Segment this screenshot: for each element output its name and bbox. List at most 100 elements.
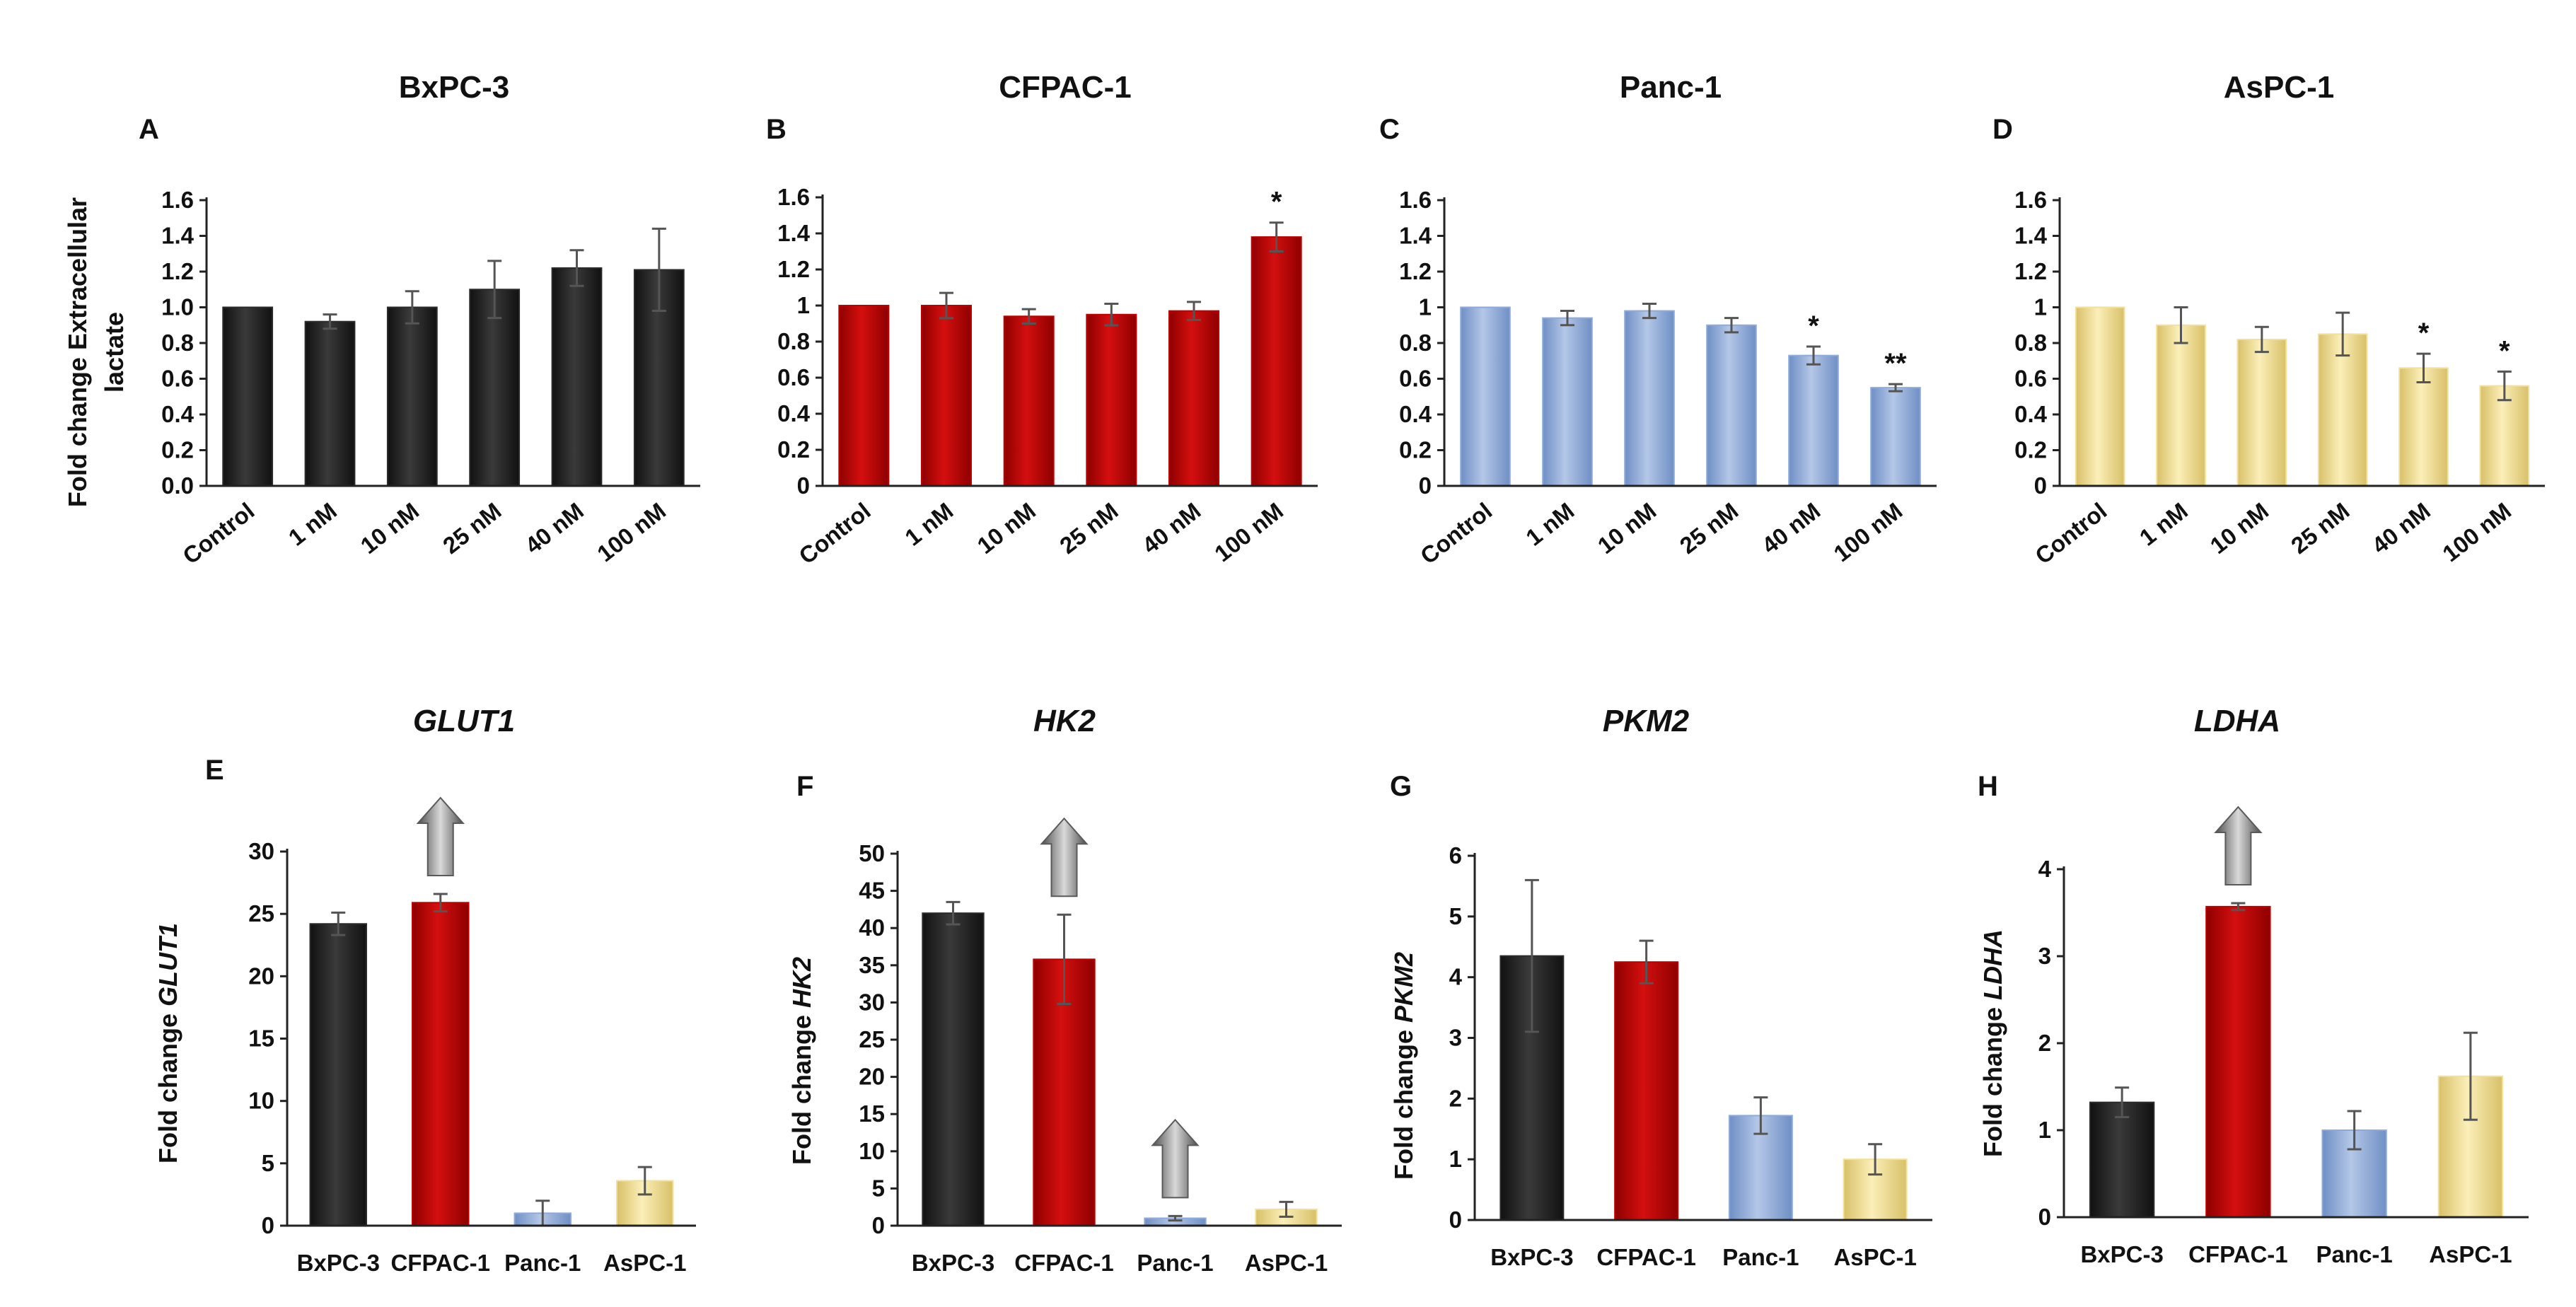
bar-D-2 [2236, 338, 2287, 487]
y-axis-label-G-gene: PKM2 [1389, 952, 1418, 1023]
x-tick-label-D: Control [2030, 497, 2111, 569]
panel-title-G: PKM2 [1603, 704, 1690, 738]
y-tick-label-F: 25 [859, 1026, 885, 1052]
y-tick-label-E: 10 [248, 1088, 274, 1114]
y-tick-label-C: 0.2 [1399, 437, 1432, 463]
y-tick-label-G: 0 [1449, 1207, 1462, 1233]
x-tick-label-C: 25 nM [1675, 497, 1743, 559]
y-tick-label-B: 0.4 [777, 400, 811, 426]
panel-title-C: Panc-1 [1620, 70, 1722, 105]
panel-letter-G: G [1390, 771, 1412, 802]
panel-A: A BxPC-3 0.0 0.2 0.4 0.6 0.8 1.0 1.2 1.4 1.6 Con… [63, 70, 700, 569]
bar-C-3 [1706, 324, 1757, 487]
x-tick-label-A: Control [178, 497, 259, 569]
y-tick-label-F: 0 [872, 1212, 885, 1238]
y-tick-label-C: 0.8 [1399, 330, 1432, 356]
y-tick-label-D: 0.8 [2014, 330, 2047, 356]
x-tick-label-C: 1 nM [1521, 497, 1579, 550]
bar-G-1 [1614, 961, 1679, 1221]
panel-letter-E: E [205, 755, 224, 786]
y-tick-label-D: 1 [2034, 294, 2047, 320]
y-tick-label-A: 1.2 [161, 258, 194, 284]
y-tick-label-D: 0.6 [2014, 366, 2047, 392]
y-tick-label-A: 1.4 [161, 223, 195, 249]
y-axis-label-A-line2: lactate [100, 312, 129, 393]
panel-D: D AsPC-1 00.20.40.60.811.21.41.6 ** Cont… [1992, 70, 2545, 569]
y-tick-label-E: 30 [248, 838, 274, 864]
y-axis-label-A-line1: Fold change Extracellular [63, 197, 92, 507]
bar-E-1 [412, 902, 470, 1226]
bars-B: * [838, 187, 1302, 487]
y-tick-label-A: 1.0 [161, 294, 194, 320]
panel-title-B: CFPAC-1 [999, 70, 1131, 105]
y-tick-label-A: 0.6 [161, 366, 194, 392]
category-labels-B: Control 1 nM 10 nM 25 nM 40 nM 100 nM [794, 497, 1288, 569]
y-ticks-A: 0.0 0.2 0.4 0.6 0.8 1.0 1.2 1.4 1.6 [161, 187, 207, 499]
y-tick-label-F: 50 [859, 840, 885, 866]
x-tick-label-B: 100 nM [1209, 497, 1288, 567]
significance-D-5: * [2499, 335, 2510, 366]
y-tick-label-F: 20 [859, 1064, 885, 1090]
y-axis-label-F-prefix: Fold change [787, 1008, 816, 1165]
y-tick-label-C: 1.2 [1399, 258, 1432, 284]
bars-F [922, 817, 1318, 1227]
category-labels-H: BxPC-3 CFPAC-1 Panc-1 AsPC-1 [2080, 1241, 2512, 1267]
x-tick-label-C: 10 nM [1593, 497, 1661, 559]
category-labels-G: BxPC-3 CFPAC-1 Panc-1 AsPC-1 [1490, 1244, 1917, 1270]
bar-A-2 [386, 306, 438, 487]
panel-title-F: HK2 [1033, 704, 1096, 738]
x-tick-label-D: 100 nM [2437, 497, 2516, 567]
x-tick-label-B: 25 nM [1055, 497, 1122, 559]
panel-letter-D: D [1992, 114, 2013, 145]
panel-letter-F: F [796, 771, 813, 802]
panel-letter-H: H [1978, 771, 1998, 802]
significance-C-5: ** [1884, 348, 1907, 379]
x-tick-label-C: Control [1415, 497, 1497, 569]
x-tick-label-E: AsPC-1 [603, 1250, 686, 1276]
bar-B-5 [1251, 236, 1302, 487]
y-axis-label-H-gene: LDHA [1978, 929, 2007, 1000]
up-arrow-F-1 [1040, 817, 1089, 898]
y-tick-label-E: 15 [248, 1026, 274, 1052]
x-tick-label-B: 1 nM [900, 497, 958, 550]
bars-D: ** [2075, 306, 2530, 487]
x-tick-label-D: 1 nM [2135, 497, 2193, 550]
bars-A [222, 227, 685, 487]
bar-C-4 [1788, 354, 1839, 487]
y-tick-label-A: 0.2 [161, 437, 194, 463]
y-tick-label-E: 25 [248, 900, 274, 926]
y-axis-label-E-gene: GLUT1 [153, 923, 182, 1006]
panel-letter-C: C [1379, 114, 1400, 145]
y-tick-label-G: 2 [1449, 1085, 1462, 1111]
x-tick-label-H: CFPAC-1 [2188, 1241, 2288, 1267]
y-axis-label-E-prefix: Fold change [153, 1006, 182, 1163]
x-tick-label-E: Panc-1 [504, 1250, 581, 1276]
panel-title-E: GLUT1 [413, 704, 515, 738]
x-tick-label-F: CFPAC-1 [1014, 1250, 1114, 1276]
bar-B-2 [1003, 315, 1055, 487]
bar-C-0 [1460, 306, 1511, 487]
significance-C-4: * [1808, 310, 1819, 342]
y-tick-label-G: 4 [1449, 964, 1463, 990]
y-tick-label-H: 3 [2038, 943, 2051, 969]
y-tick-label-H: 4 [2038, 856, 2052, 882]
y-tick-label-D: 0.2 [2014, 437, 2047, 463]
panel-B: B CFPAC-1 0 0.2 0.4 0.6 0.8 1 1.2 1.4 1.6 * Cont… [766, 70, 1318, 569]
x-tick-label-D: 10 nM [2205, 497, 2273, 559]
bar-E-0 [309, 923, 367, 1226]
y-tick-label-F: 35 [859, 952, 885, 978]
x-tick-label-H: BxPC-3 [2080, 1241, 2163, 1267]
y-tick-label-E: 20 [248, 963, 274, 989]
bar-A-0 [222, 306, 274, 487]
x-tick-label-C: 100 nM [1828, 497, 1907, 567]
y-axis-label-H-prefix: Fold change [1978, 1000, 2007, 1157]
y-axis-label-G-prefix: Fold change [1389, 1023, 1418, 1180]
category-labels-D: Control 1 nM 10 nM 25 nM 40 nM 100 nM [2030, 497, 2516, 569]
y-tick-label-H: 0 [2038, 1204, 2051, 1230]
x-tick-label-D: 40 nM [2367, 497, 2435, 559]
x-tick-label-F: AsPC-1 [1245, 1250, 1328, 1276]
y-axis-label-F-gene: HK2 [787, 957, 816, 1008]
x-tick-label-B: 10 nM [972, 497, 1040, 559]
bars-E [309, 796, 674, 1227]
